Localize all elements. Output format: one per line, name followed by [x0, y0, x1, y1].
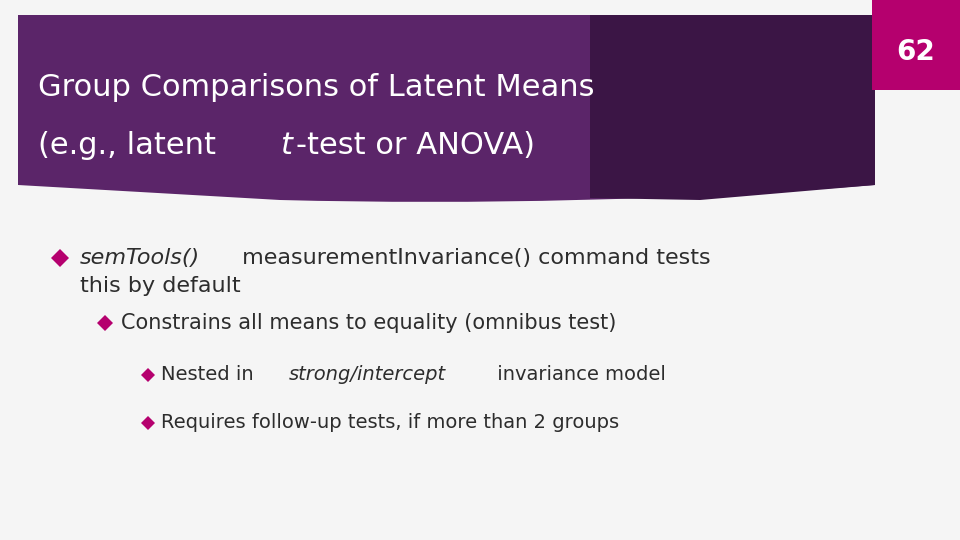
Text: semTools(): semTools(): [80, 248, 200, 268]
Polygon shape: [141, 368, 155, 382]
Text: Nested in: Nested in: [161, 366, 260, 384]
Text: Group Comparisons of Latent Means: Group Comparisons of Latent Means: [38, 73, 594, 103]
Text: t: t: [280, 131, 292, 159]
Text: Constrains all means to equality (omnibus test): Constrains all means to equality (omnibu…: [121, 313, 616, 333]
Text: measurementInvariance() command tests: measurementInvariance() command tests: [235, 248, 710, 268]
Text: (e.g., latent: (e.g., latent: [38, 131, 226, 159]
Text: invariance model: invariance model: [492, 366, 666, 384]
Polygon shape: [97, 315, 113, 331]
Text: -test or ANOVA): -test or ANOVA): [296, 131, 535, 159]
Polygon shape: [590, 15, 875, 200]
Text: Requires follow-up tests, if more than 2 groups: Requires follow-up tests, if more than 2…: [161, 414, 619, 433]
Polygon shape: [51, 249, 69, 267]
Bar: [872, 0, 960, 90]
PathPatch shape: [18, 15, 875, 202]
Polygon shape: [141, 416, 155, 430]
Text: 62: 62: [897, 38, 935, 66]
Text: this by default: this by default: [80, 276, 241, 296]
Text: strong/intercept: strong/intercept: [289, 366, 445, 384]
